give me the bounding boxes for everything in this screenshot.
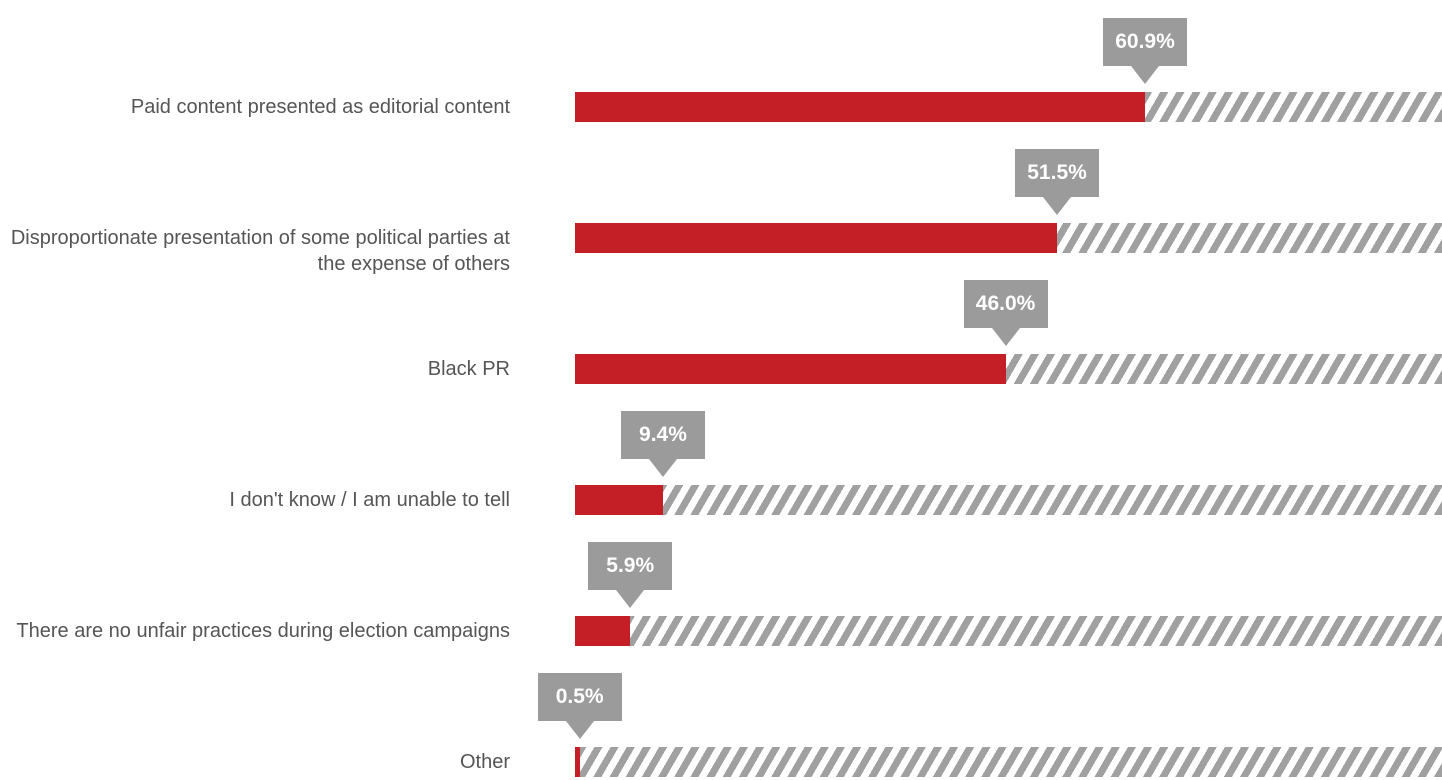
value-label-pointer	[565, 721, 594, 739]
category-label: Paid content presented as editorial cont…	[130, 96, 510, 118]
value-label: 0.5%	[537, 673, 622, 721]
value-label: 46.0%	[963, 280, 1048, 328]
bar-track	[579, 747, 1442, 777]
value-label-pointer	[1131, 66, 1160, 84]
category-label: Other	[459, 751, 510, 773]
bar	[575, 354, 1006, 384]
bar	[575, 616, 631, 646]
category-label: Disproportionate presentation of some po…	[10, 227, 510, 275]
value-label: 60.9%	[1103, 18, 1188, 66]
value-label: 51.5%	[1015, 149, 1100, 197]
value-label-pointer	[991, 328, 1020, 346]
bar-track	[1057, 223, 1442, 253]
bar	[575, 92, 1146, 122]
bar	[575, 485, 663, 515]
bar-track	[1005, 354, 1442, 384]
category-label: Black PR	[427, 358, 510, 380]
bar	[575, 747, 580, 777]
category-label: There are no unfair practices during ele…	[16, 620, 510, 642]
value-label-pointer	[616, 590, 645, 608]
value-label-pointer	[648, 459, 677, 477]
value-label-pointer	[1043, 197, 1072, 215]
bar	[575, 223, 1058, 253]
bar-track	[1145, 92, 1442, 122]
bar-track	[662, 485, 1442, 515]
bar-track	[630, 616, 1442, 646]
value-label: 9.4%	[620, 411, 705, 459]
category-label: I don't know / I am unable to tell	[229, 489, 510, 511]
value-label: 5.9%	[588, 542, 673, 590]
